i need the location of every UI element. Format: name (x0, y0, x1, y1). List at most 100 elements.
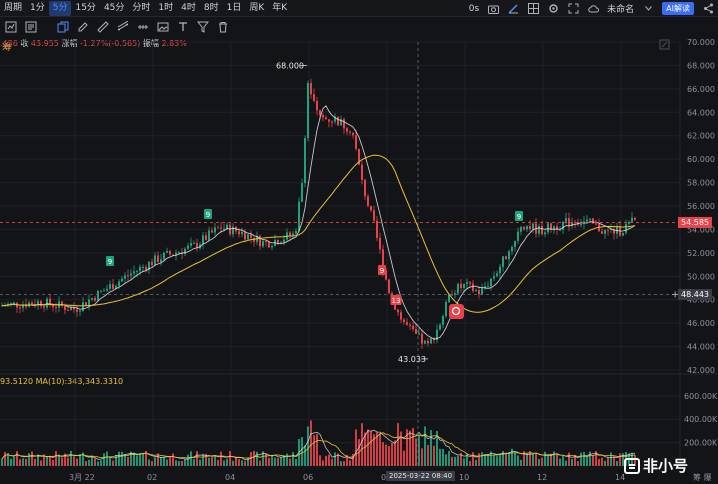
timeframe-tab-7[interactable]: 8时 (203, 2, 219, 13)
image-icon[interactable] (156, 20, 170, 34)
candle-body (217, 227, 219, 229)
period-selector[interactable]: 周期 (4, 2, 23, 13)
candle-body (361, 164, 363, 180)
timeframe-tab-6[interactable]: 4时 (181, 2, 196, 13)
timeframe-tab-0[interactable]: 1分 (30, 2, 45, 13)
volume-bar (208, 457, 210, 466)
chevron-down-icon[interactable] (642, 3, 654, 15)
volume-bar (310, 420, 312, 466)
timeframe-tab-2[interactable]: 15分 (75, 2, 96, 13)
volume-bar (193, 459, 195, 466)
candle-body (352, 132, 354, 136)
pencil-icon[interactable] (76, 20, 90, 34)
candle-body (130, 273, 132, 276)
volume-bar (1, 458, 3, 466)
candle-body (601, 231, 603, 234)
volume-bar (511, 448, 513, 466)
volume-bar (238, 459, 240, 466)
volume-bar (406, 429, 408, 466)
cloud-icon[interactable] (587, 3, 599, 15)
volume-bar (391, 442, 393, 466)
timeframe-tab-8[interactable]: 1日 (226, 2, 242, 13)
candle-body (412, 326, 414, 330)
candle-body (211, 230, 213, 233)
price-axis-label: 42.000 (687, 366, 715, 375)
layout-icon[interactable] (527, 3, 539, 15)
x-axis-label: 04 (225, 473, 235, 482)
share-icon[interactable] (702, 3, 714, 15)
candle-body (247, 234, 249, 240)
x-axis-label: 12 (537, 473, 547, 482)
td-marker-label: 9 (206, 211, 210, 219)
candle-body (373, 210, 375, 221)
candle-body (166, 251, 168, 253)
volume-bar (304, 445, 306, 466)
timeframe-tab-5[interactable]: 1时 (158, 2, 174, 13)
volume-bar (589, 451, 591, 466)
volume-bar (454, 456, 456, 466)
candle-body (283, 239, 285, 243)
candle-body (490, 278, 492, 287)
chip-distribution-label[interactable]: 筹 (2, 42, 12, 53)
ruler-icon[interactable] (96, 20, 110, 34)
candle-body (115, 285, 117, 290)
camera-icon[interactable] (487, 3, 499, 15)
candle-body (139, 266, 141, 271)
timeframe-tab-9[interactable]: 周K (249, 2, 265, 13)
measure-icon[interactable] (136, 20, 150, 34)
candle-body (91, 297, 93, 300)
candle-body (568, 218, 570, 227)
volume-bar (376, 432, 378, 466)
volume-bar (415, 438, 417, 466)
volume-bar (523, 451, 525, 466)
candle-body (514, 240, 516, 247)
ai-analysis-button[interactable]: AI解读 (662, 2, 694, 15)
parallel-lines-icon[interactable] (116, 20, 130, 34)
candle-body (631, 217, 633, 222)
candle-body (214, 227, 216, 233)
candle-body (451, 294, 453, 296)
timeframe-tab-1[interactable]: 5分 (48, 0, 72, 16)
text-tool-icon[interactable] (176, 20, 190, 34)
volume-bar (316, 434, 318, 466)
copy-icon[interactable] (56, 20, 70, 34)
drawing-icon[interactable] (507, 3, 519, 15)
volume-bar (115, 455, 117, 466)
volume-bar (349, 460, 351, 466)
settings-icon[interactable] (547, 3, 559, 15)
volume-bar (274, 457, 276, 466)
volume-bar (568, 452, 570, 466)
trash-icon[interactable] (216, 20, 230, 34)
layout-name[interactable]: 未命名 (607, 5, 635, 15)
candle-body (529, 226, 531, 230)
candle-body (310, 83, 312, 95)
candle-body (82, 302, 84, 311)
volume-bar (514, 452, 516, 466)
x-axis-label: 14 (615, 473, 625, 482)
candle-body (304, 138, 306, 184)
collapse-icon-stroke (661, 41, 668, 48)
volume-bar (529, 451, 531, 466)
candle-body (241, 231, 243, 235)
volume-bar (67, 457, 69, 466)
template-icon[interactable] (24, 20, 38, 34)
timeframe-tab-4[interactable]: 分时 (132, 2, 151, 13)
volume-bar (418, 435, 420, 466)
collapse-icon[interactable] (659, 39, 670, 50)
fullscreen-icon[interactable] (567, 3, 579, 15)
volume-bar (520, 459, 522, 466)
candle-body (178, 252, 180, 254)
volume-bar (256, 451, 258, 466)
filter-icon[interactable] (196, 20, 210, 34)
candle-body (331, 121, 333, 123)
zero-s-label[interactable]: 0s (468, 3, 480, 14)
candle-body (610, 228, 612, 230)
timeframe-tab-10[interactable]: 年K (272, 2, 288, 13)
timeframe-tab-3[interactable]: 45分 (103, 2, 125, 13)
indicator-icon[interactable] (4, 20, 18, 34)
volume-bar (571, 458, 573, 466)
volume-bar (211, 457, 213, 466)
volume-bar (508, 452, 510, 466)
candle-body (358, 148, 360, 165)
